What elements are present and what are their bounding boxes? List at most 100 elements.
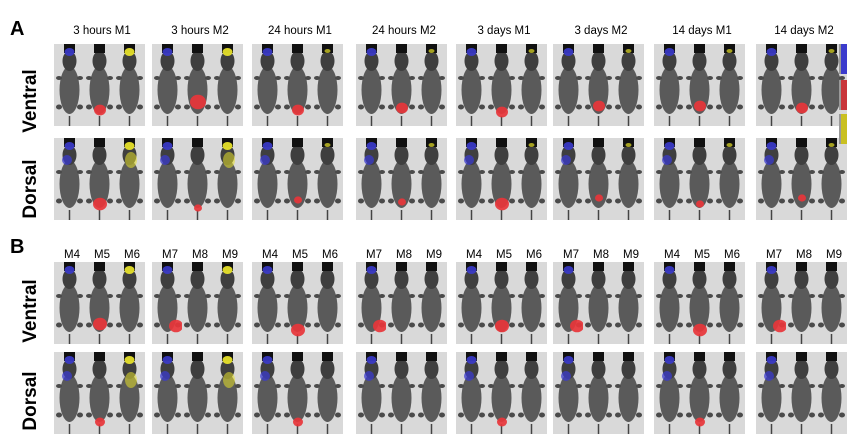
mouse-fluorescence-image [54, 262, 85, 344]
mouse-fluorescence-image [583, 138, 614, 220]
mouse-fluorescence-image [756, 262, 787, 344]
mouse-fluorescence-image [182, 44, 213, 126]
mouse-fluorescence-image [684, 352, 715, 434]
mouse-fluorescence-image [654, 138, 685, 220]
mouse-fluorescence-image [416, 352, 447, 434]
mouse-fluorescence-image [486, 44, 517, 126]
mouse-label: M6 [526, 249, 542, 261]
mouse-fluorescence-image [152, 262, 183, 344]
mouse-fluorescence-image [252, 138, 283, 220]
colorbar-blue [839, 44, 847, 74]
mouse-fluorescence-image [182, 352, 213, 434]
mouse-fluorescence-image [654, 352, 685, 434]
mouse-fluorescence-image [114, 262, 145, 344]
mouse-label: M7 [563, 249, 579, 261]
row-label-dorsal-a: Dorsal [20, 159, 41, 219]
column-title: 24 hours M2 [372, 25, 436, 37]
mouse-fluorescence-image [252, 352, 283, 434]
mouse-fluorescence-image [312, 352, 343, 434]
mouse-fluorescence-image [152, 44, 183, 126]
column-title: 14 days M2 [774, 25, 834, 37]
mouse-fluorescence-image [583, 262, 614, 344]
mouse-label: M9 [623, 249, 639, 261]
colorbar-red [839, 80, 847, 110]
mouse-fluorescence-image [553, 352, 584, 434]
column-title: 3 days M2 [574, 25, 628, 37]
mouse-fluorescence-image [816, 262, 847, 344]
mouse-fluorescence-image [714, 44, 745, 126]
mouse-fluorescence-image [182, 262, 213, 344]
mouse-fluorescence-image [114, 352, 145, 434]
mouse-label: M7 [766, 249, 782, 261]
mouse-fluorescence-image [182, 138, 213, 220]
column-title: 3 hours M2 [171, 25, 229, 37]
mouse-label: M4 [64, 249, 80, 261]
mouse-fluorescence-image [252, 262, 283, 344]
mouse-fluorescence-image [312, 262, 343, 344]
mouse-fluorescence-image [114, 44, 145, 126]
mouse-fluorescence-image [84, 262, 115, 344]
mouse-fluorescence-image [356, 262, 387, 344]
mouse-fluorescence-image [84, 138, 115, 220]
mouse-fluorescence-image [486, 138, 517, 220]
mouse-fluorescence-image [684, 44, 715, 126]
mouse-fluorescence-image [456, 352, 487, 434]
mouse-label: M5 [94, 249, 110, 261]
mouse-label: M8 [796, 249, 812, 261]
mouse-fluorescence-image [583, 44, 614, 126]
mouse-label: M6 [124, 249, 140, 261]
mouse-fluorescence-image [312, 138, 343, 220]
mouse-fluorescence-image [416, 262, 447, 344]
mouse-fluorescence-image [516, 352, 547, 434]
mouse-label: M9 [222, 249, 238, 261]
mouse-fluorescence-image [282, 262, 313, 344]
mouse-fluorescence-image [416, 138, 447, 220]
mouse-fluorescence-image [613, 352, 644, 434]
mouse-fluorescence-image [386, 138, 417, 220]
mouse-fluorescence-image [654, 44, 685, 126]
mouse-label: M8 [396, 249, 412, 261]
mouse-fluorescence-image [583, 352, 614, 434]
panel-a-letter: A [10, 18, 25, 40]
mouse-label: M7 [162, 249, 178, 261]
mouse-fluorescence-image [212, 44, 243, 126]
mouse-fluorescence-image [386, 262, 417, 344]
mouse-fluorescence-image [816, 352, 847, 434]
mouse-fluorescence-image [152, 352, 183, 434]
mouse-fluorescence-image [714, 138, 745, 220]
mouse-fluorescence-image [54, 138, 85, 220]
mouse-fluorescence-image [553, 44, 584, 126]
mouse-fluorescence-image [516, 44, 547, 126]
mouse-label: M4 [466, 249, 482, 261]
mouse-label: M8 [192, 249, 208, 261]
mouse-fluorescence-image [613, 262, 644, 344]
mouse-fluorescence-image [212, 352, 243, 434]
mouse-fluorescence-image [386, 44, 417, 126]
mouse-fluorescence-image [312, 44, 343, 126]
mouse-fluorescence-image [756, 44, 787, 126]
row-label-ventral-a: Ventral [20, 69, 41, 133]
mouse-fluorescence-image [516, 138, 547, 220]
mouse-fluorescence-image [456, 44, 487, 126]
row-label-dorsal-b: Dorsal [20, 371, 41, 431]
mouse-fluorescence-image [54, 352, 85, 434]
mouse-fluorescence-image [486, 262, 517, 344]
mouse-label: M5 [292, 249, 308, 261]
mouse-label: M9 [426, 249, 442, 261]
mouse-fluorescence-image [756, 352, 787, 434]
mouse-fluorescence-image [152, 138, 183, 220]
mouse-fluorescence-image [282, 138, 313, 220]
mouse-fluorescence-image [212, 138, 243, 220]
column-title: 3 hours M1 [73, 25, 131, 37]
mouse-fluorescence-image [654, 262, 685, 344]
mouse-fluorescence-image [356, 138, 387, 220]
mouse-fluorescence-image [84, 44, 115, 126]
mouse-fluorescence-image [54, 44, 85, 126]
mouse-fluorescence-image [212, 262, 243, 344]
mouse-fluorescence-image [786, 352, 817, 434]
mouse-fluorescence-image [816, 44, 847, 126]
mouse-fluorescence-image [756, 138, 787, 220]
column-title: 14 days M1 [672, 25, 732, 37]
mouse-fluorescence-image [553, 138, 584, 220]
mouse-fluorescence-image [84, 352, 115, 434]
